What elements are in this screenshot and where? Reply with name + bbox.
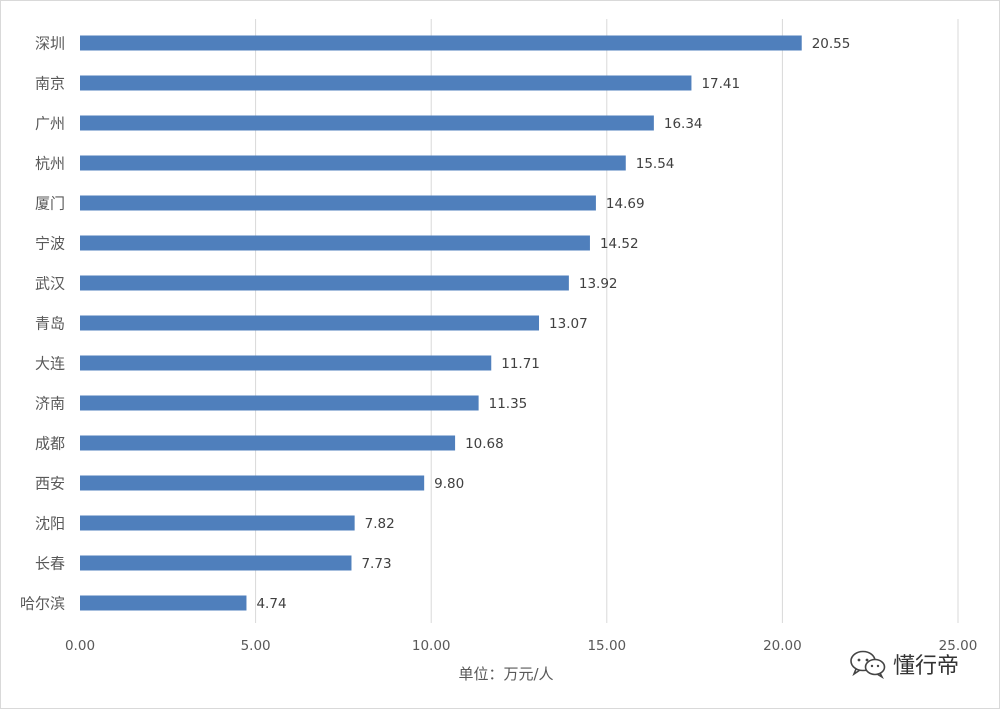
category-label: 济南 bbox=[35, 395, 65, 413]
category-label: 哈尔滨 bbox=[20, 595, 65, 613]
bar bbox=[80, 35, 802, 51]
data-label: 4.74 bbox=[256, 596, 286, 612]
category-label: 青岛 bbox=[35, 315, 65, 333]
data-label: 20.55 bbox=[812, 36, 851, 52]
bar bbox=[80, 195, 596, 211]
bar bbox=[80, 395, 479, 411]
bar bbox=[80, 235, 590, 251]
category-label: 武汉 bbox=[35, 275, 65, 293]
x-tick-labels: 0.00 5.00 10.00 15.00 20.00 25.00 bbox=[65, 638, 977, 654]
x-tick-label: 0.00 bbox=[65, 638, 95, 654]
category-label: 南京 bbox=[35, 75, 65, 93]
watermark: 懂行帝 bbox=[849, 646, 959, 682]
x-tick-label: 15.00 bbox=[587, 638, 626, 654]
category-label: 长春 bbox=[35, 555, 65, 573]
category-label: 深圳 bbox=[35, 35, 65, 53]
x-tick-label: 20.00 bbox=[763, 638, 802, 654]
data-label: 13.92 bbox=[579, 276, 618, 292]
wechat-icon bbox=[850, 650, 886, 679]
bar bbox=[80, 355, 492, 371]
data-label: 7.82 bbox=[365, 516, 395, 532]
category-label: 沈阳 bbox=[35, 515, 65, 533]
bar bbox=[80, 75, 692, 91]
category-label: 大连 bbox=[35, 355, 65, 373]
bar bbox=[80, 115, 654, 131]
bar bbox=[80, 595, 247, 611]
bar bbox=[80, 555, 352, 571]
category-label: 杭州 bbox=[35, 155, 65, 173]
watermark-text: 懂行帝 bbox=[893, 654, 960, 679]
bar bbox=[80, 155, 626, 171]
category-label: 成都 bbox=[35, 435, 65, 453]
category-label: 西安 bbox=[35, 475, 65, 493]
data-label: 13.07 bbox=[549, 316, 588, 332]
data-label: 7.73 bbox=[361, 556, 391, 572]
data-label: 17.41 bbox=[701, 76, 740, 92]
x-axis-title: 单位：万元/人 bbox=[458, 665, 553, 683]
x-tick-label: 5.00 bbox=[241, 638, 271, 654]
category-label: 宁波 bbox=[35, 235, 65, 253]
data-label: 15.54 bbox=[636, 156, 675, 172]
bar bbox=[80, 275, 569, 291]
category-label: 厦门 bbox=[35, 195, 65, 213]
bar bbox=[80, 315, 540, 331]
value-labels: 20.55 17.41 16.34 15.54 14.69 14.52 13.92 13.07… bbox=[256, 36, 850, 612]
data-label: 14.52 bbox=[600, 236, 639, 252]
data-label: 10.68 bbox=[465, 436, 504, 452]
bar bbox=[80, 515, 355, 531]
x-tick-label: 10.00 bbox=[412, 638, 451, 654]
data-label: 14.69 bbox=[606, 196, 645, 212]
x-tick-label: 25.00 bbox=[939, 638, 978, 654]
data-label: 16.34 bbox=[664, 116, 703, 132]
bars bbox=[80, 35, 802, 611]
bar bbox=[80, 435, 456, 451]
category-label: 广州 bbox=[35, 115, 65, 133]
data-label: 11.71 bbox=[501, 356, 540, 372]
data-label: 11.35 bbox=[489, 396, 528, 412]
data-label: 9.80 bbox=[434, 476, 464, 492]
bar bbox=[80, 475, 425, 491]
